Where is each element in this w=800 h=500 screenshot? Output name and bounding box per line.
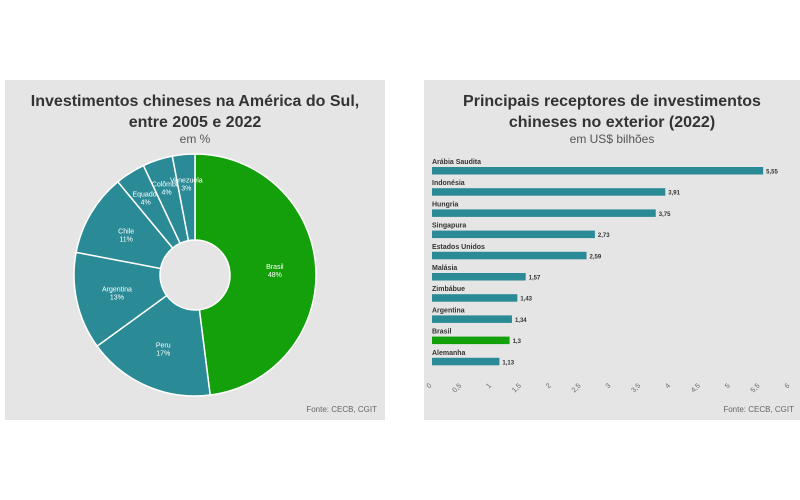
donut-slice-venezuela	[171, 153, 196, 242]
bar-value-label: 3,75	[659, 212, 671, 218]
bar-brasil	[432, 336, 510, 345]
bar-category-label: Malásia	[432, 265, 457, 272]
bar-chart-title: Principais receptores de investimentos c…	[463, 93, 761, 131]
bar-chart-source: Fonte: CECB, CGIT	[723, 405, 794, 414]
donut-slice-label: Peru	[156, 342, 171, 349]
x-tick-label: 4	[664, 382, 672, 390]
bar-hungria	[432, 209, 656, 217]
bar-chart: Arábia Saudita5,55Indonésia3,91Hungria3,…	[426, 159, 792, 394]
bar-category-label: Brasil	[432, 329, 452, 336]
donut-chart-subtitle: em %	[179, 132, 211, 146]
bar-value-label: 1,13	[502, 360, 514, 366]
x-tick-label: 1,5	[511, 382, 523, 394]
bar-value-label: 1,43	[520, 297, 532, 303]
donut-chart-source: Fonte: CECB, CGIT	[306, 405, 377, 414]
donut-slice-value: 4%	[141, 199, 151, 206]
donut-slice-argentina	[73, 251, 168, 348]
x-tick-label: 2	[545, 382, 553, 390]
bar-category-label: Singapura	[432, 223, 466, 230]
donut-slice-value: 13%	[110, 294, 124, 301]
bar-value-label: 5,55	[766, 170, 778, 176]
bar-category-label: Hungria	[432, 201, 459, 208]
x-tick-label: 5,5	[750, 382, 762, 394]
donut-slice-label: Equador	[132, 191, 159, 198]
bar-estados-unidos	[432, 251, 587, 260]
bar-chart-subtitle: em US$ bilhões	[569, 132, 655, 146]
bar-indonesia	[432, 188, 666, 196]
x-tick-label: 5	[724, 382, 732, 390]
bar-arabia-saudita	[432, 167, 764, 175]
bar-category-label: Arábia Saudita	[432, 159, 481, 166]
bar-value-label: 1,34	[515, 318, 527, 324]
bar-malasia	[432, 273, 526, 281]
bar-value-label: 2,59	[590, 254, 602, 260]
donut-chart-title: Investimentos chineses na América do Sul…	[30, 93, 360, 131]
bar-value-label: 2,73	[598, 233, 610, 239]
x-tick-label: 4,5	[690, 382, 702, 394]
bar-category-label: Argentina	[432, 307, 465, 314]
donut-slice-label: Chile	[118, 228, 134, 235]
bar-value-label: 1,57	[529, 276, 541, 282]
bar-category-label: Zimbábue	[432, 286, 465, 293]
x-tick-label: 0	[426, 382, 434, 390]
x-tick-label: 2,5	[571, 382, 583, 394]
bar-category-label: Indonésia	[432, 180, 465, 187]
bar-alemanha	[432, 357, 500, 366]
donut-slice-value: 11%	[119, 236, 133, 243]
x-tick-label: 3	[605, 382, 613, 390]
x-tick-label: 0,5	[451, 382, 463, 394]
donut-slice-chile	[75, 180, 174, 270]
bar-zimbabue	[432, 294, 518, 302]
donut-slice-value: 17%	[156, 350, 170, 357]
x-tick-label: 3,5	[630, 382, 642, 394]
donut-slice-label: Venezuela	[170, 177, 203, 184]
x-tick-label: 1	[485, 382, 493, 390]
donut-slice-value: 4%	[162, 190, 172, 197]
bar-value-label: 3,91	[668, 191, 680, 197]
donut-slice-label: Colômbia	[152, 182, 182, 189]
bar-category-label: Alemanha	[432, 350, 466, 357]
bar-value-label: 1,3	[513, 339, 522, 345]
donut-slice-label: Argentina	[102, 286, 132, 293]
donut-slice-peru	[96, 294, 212, 397]
bar-category-label: Estados Unidos	[432, 244, 485, 251]
bar-argentina	[432, 315, 512, 323]
bar-singapura	[432, 230, 595, 239]
donut-slice-value: 3%	[181, 185, 191, 192]
x-tick-label: 6	[784, 382, 792, 390]
donut-slice-brasil	[194, 153, 317, 396]
donut-slice-label: Brasil	[266, 264, 284, 271]
bar-chart-panel: Principais receptores de investimentos c…	[424, 80, 800, 420]
donut-slice-value: 48%	[268, 272, 282, 279]
donut-chart-panel: Investimentos chineses na América do Sul…	[5, 80, 385, 420]
